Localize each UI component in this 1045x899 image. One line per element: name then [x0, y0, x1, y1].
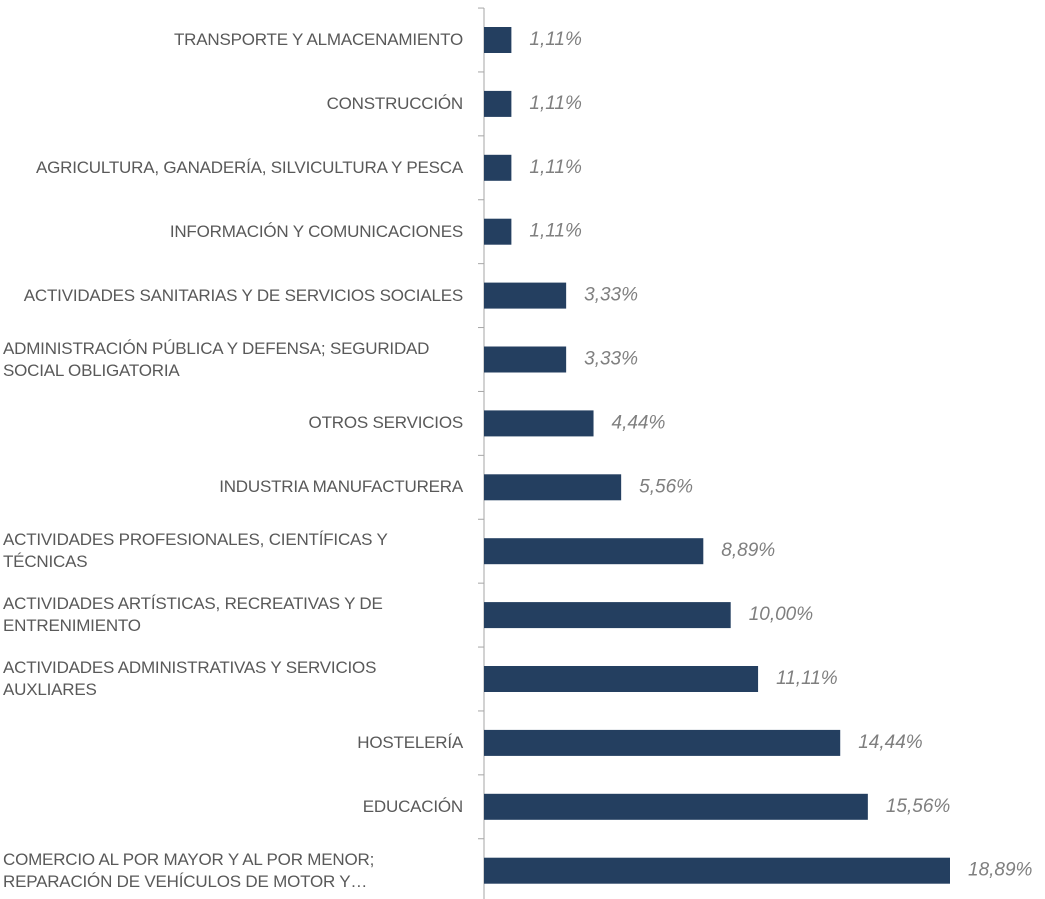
category-label-box: INDUSTRIA MANUFACTURERA [3, 476, 463, 498]
value-label: 10,00% [749, 604, 814, 625]
category-label: CONSTRUCCIÓN [326, 93, 464, 113]
bar [484, 346, 567, 373]
category-label-box: HOSTELERÍA [3, 732, 463, 754]
value-label: 3,33% [584, 349, 638, 370]
bar [484, 218, 512, 245]
value-label: 14,44% [858, 732, 923, 753]
category-label-box: AGRICULTURA, GANADERÍA, SILVICULTURA Y P… [3, 157, 463, 179]
category-label: EDUCACIÓN [362, 796, 463, 816]
value-label: 11,11% [776, 668, 838, 689]
category-label-box: TRANSPORTE Y ALMACENAMIENTO [3, 29, 463, 51]
bar [484, 793, 868, 820]
category-label: INFORMACIÓN Y COMUNICACIONES [169, 221, 463, 241]
bar [484, 282, 567, 309]
value-label: 1,11% [529, 29, 582, 50]
value-label: 1,11% [529, 221, 582, 242]
bar [484, 538, 704, 565]
value-label: 18,89% [968, 860, 1033, 881]
category-label-box: ACTIVIDADES ADMINISTRATIVAS Y SERVICIOS … [3, 657, 463, 701]
category-label-box: ACTIVIDADES SANITARIAS Y DE SERVICIOS SO… [3, 285, 463, 307]
category-label: ACTIVIDADES PROFESIONALES, CIENTÍFICAS Y… [3, 530, 388, 572]
category-label-box: ACTIVIDADES ARTÍSTICAS, RECREATIVAS Y DE… [3, 593, 463, 637]
value-label: 3,33% [584, 285, 638, 306]
category-label: AGRICULTURA, GANADERÍA, SILVICULTURA Y P… [35, 157, 463, 177]
bar [484, 154, 512, 181]
bar [484, 90, 512, 117]
category-label-box: CONSTRUCCIÓN [3, 93, 464, 115]
value-label: 4,44% [612, 412, 666, 433]
value-label: 1,11% [529, 93, 582, 114]
bar [484, 410, 594, 437]
value-label: 15,56% [886, 796, 951, 817]
category-label: INDUSTRIA MANUFACTURERA [219, 477, 463, 497]
category-label: ACTIVIDADES ADMINISTRATIVAS Y SERVICIOS … [3, 658, 377, 699]
category-label-box: ACTIVIDADES PROFESIONALES, CIENTÍFICAS Y… [3, 529, 463, 573]
bar [484, 27, 512, 53]
category-label: ACTIVIDADES ARTÍSTICAS, RECREATIVAS Y DE… [3, 594, 383, 636]
category-label: HOSTELERÍA [357, 732, 463, 752]
category-label-box: EDUCACIÓN [3, 796, 463, 818]
bar [484, 602, 731, 629]
category-label-box: INFORMACIÓN Y COMUNICACIONES [3, 221, 463, 243]
value-label: 1,11% [529, 157, 582, 178]
category-label: TRANSPORTE Y ALMACENAMIENTO [173, 30, 463, 49]
value-label: 8,89% [721, 540, 775, 561]
bar [484, 666, 759, 692]
bar [484, 857, 950, 884]
bar [484, 474, 622, 501]
category-label: ADMINISTRACIÓN PÚBLICA Y DEFENSA; SEGURI… [3, 338, 430, 380]
category-label-box: COMERCIO AL POR MAYOR Y AL POR MENOR; RE… [3, 849, 463, 893]
bar [484, 729, 841, 756]
category-label-box: OTROS SERVICIOS [3, 412, 464, 434]
category-label: OTROS SERVICIOS [308, 413, 464, 433]
category-label: ACTIVIDADES SANITARIAS Y DE SERVICIOS SO… [23, 285, 463, 305]
value-label: 5,56% [639, 476, 693, 497]
category-label: COMERCIO AL POR MAYOR Y AL POR MENOR; RE… [3, 849, 375, 891]
category-label-box: ADMINISTRACIÓN PÚBLICA Y DEFENSA; SEGURI… [3, 338, 463, 382]
